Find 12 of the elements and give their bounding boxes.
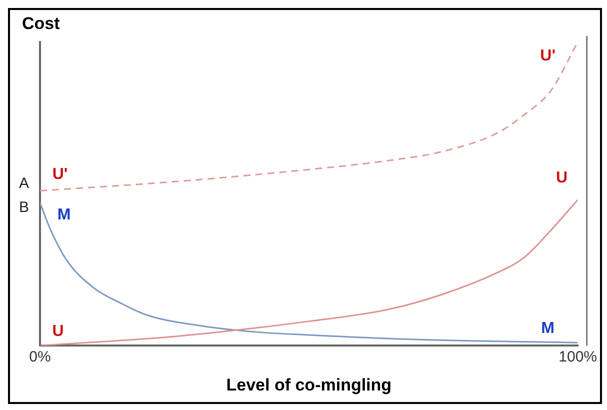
x-axis-title: Level of co-mingling — [226, 375, 392, 394]
annotation: B — [18, 199, 30, 216]
y-axis-title: Cost — [22, 14, 60, 34]
text: U' — [540, 47, 556, 64]
annotation: A — [18, 174, 30, 192]
series-label: U — [52, 323, 64, 340]
text: M — [57, 206, 71, 224]
text: U — [556, 169, 568, 186]
x-tick-label: 100% — [558, 348, 598, 366]
series-label: M — [541, 320, 554, 337]
series-label: U' — [52, 166, 68, 184]
x-tick-label: 0% — [29, 348, 51, 366]
